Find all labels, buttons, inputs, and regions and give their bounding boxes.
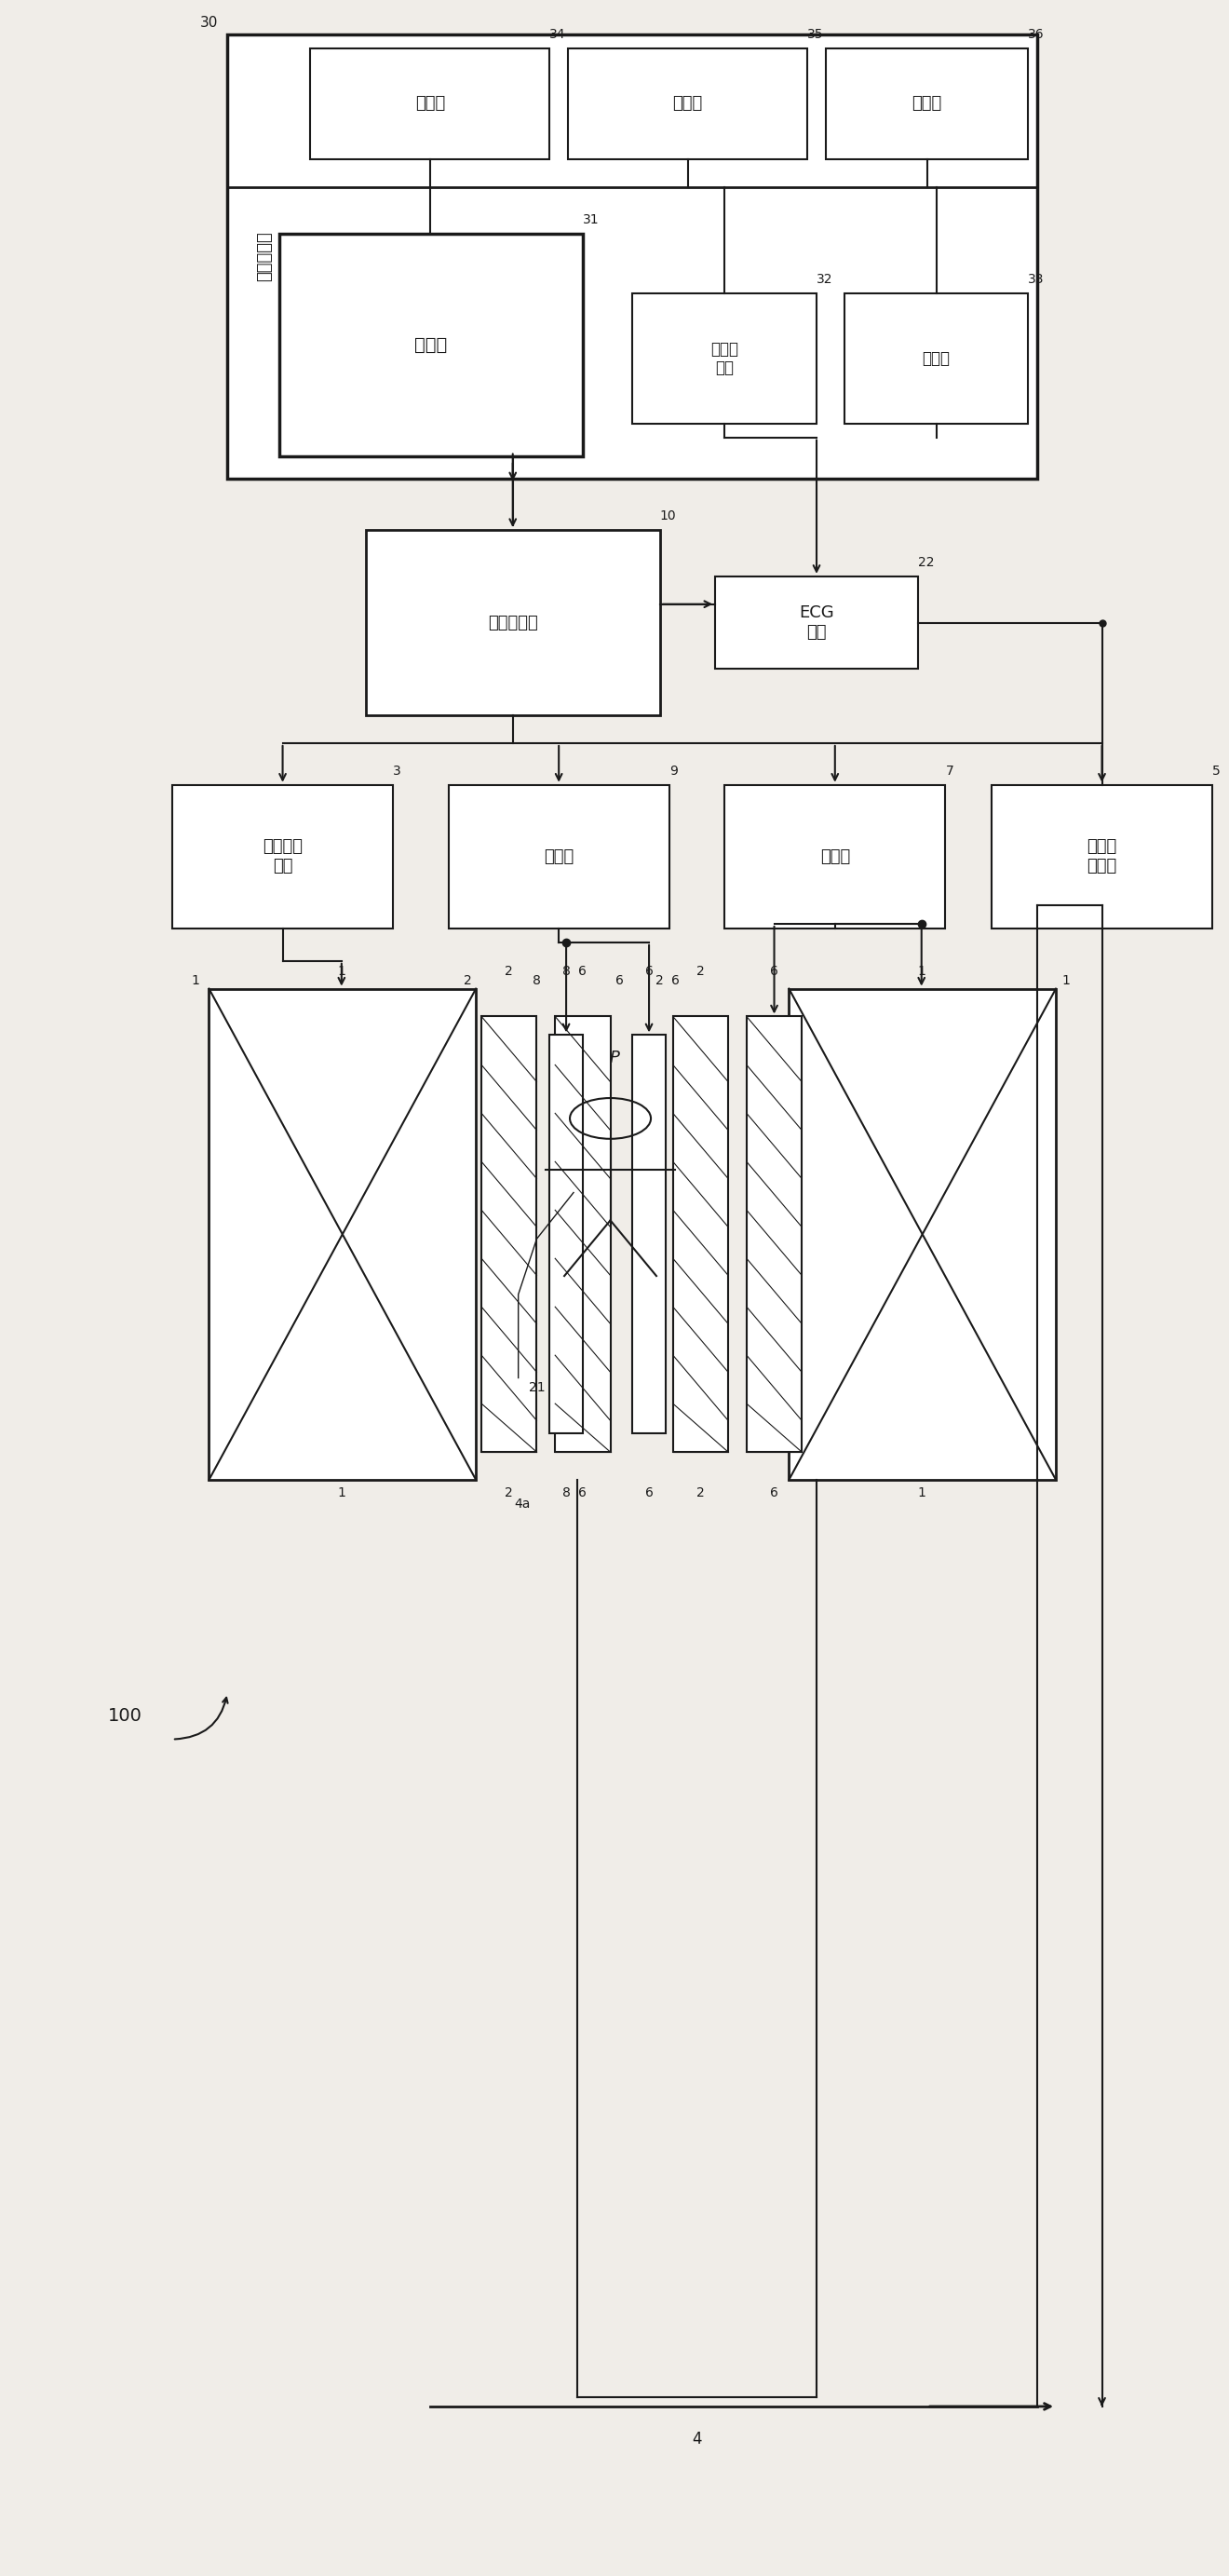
Text: 4: 4: [692, 2432, 702, 2447]
Text: 22: 22: [918, 556, 934, 569]
Text: 输入部: 输入部: [415, 95, 445, 113]
Text: 顺序控制器: 顺序控制器: [488, 613, 538, 631]
Bar: [549, 1036, 583, 1432]
Text: 6: 6: [645, 1486, 653, 1499]
Bar: [633, 294, 816, 422]
Text: 1: 1: [338, 963, 345, 979]
Text: 发送部: 发送部: [820, 848, 850, 866]
Text: 33: 33: [1029, 273, 1045, 286]
Bar: [365, 531, 660, 716]
Text: P: P: [610, 1051, 619, 1066]
Bar: [992, 786, 1212, 927]
Bar: [482, 1018, 537, 1453]
Text: 8: 8: [562, 1486, 570, 1499]
Text: 31: 31: [583, 214, 600, 227]
Text: 100: 100: [108, 1708, 143, 1723]
Text: 1: 1: [338, 1486, 345, 1499]
Bar: [826, 49, 1029, 160]
Text: 2: 2: [465, 974, 472, 987]
Text: 接收部: 接收部: [543, 848, 574, 866]
Bar: [746, 1018, 801, 1453]
Bar: [715, 577, 918, 670]
Text: 6: 6: [771, 963, 778, 979]
Text: 6: 6: [771, 1486, 778, 1499]
Text: 9: 9: [670, 765, 677, 778]
Text: 3: 3: [393, 765, 401, 778]
Text: 控制部: 控制部: [912, 95, 943, 113]
Text: 32: 32: [816, 273, 833, 286]
Bar: [789, 989, 1056, 1479]
Bar: [633, 1036, 666, 1432]
Text: 6: 6: [645, 963, 653, 979]
Text: 5: 5: [1212, 765, 1220, 778]
Text: 计算机系统: 计算机系统: [256, 232, 273, 281]
Text: 4a: 4a: [514, 1497, 530, 1510]
Text: 1: 1: [1062, 974, 1069, 987]
Bar: [556, 1018, 611, 1453]
Text: 2: 2: [697, 1486, 704, 1499]
Text: 2: 2: [505, 963, 514, 979]
Text: 6: 6: [579, 963, 587, 979]
Text: 倒斜磁场
电源: 倒斜磁场 电源: [263, 840, 302, 876]
Bar: [172, 786, 393, 927]
Bar: [449, 786, 670, 927]
Text: 2: 2: [697, 963, 704, 979]
Text: 图像重
构部: 图像重 构部: [710, 340, 739, 376]
Text: 34: 34: [549, 28, 565, 41]
Text: 1: 1: [917, 963, 925, 979]
Text: 8: 8: [532, 974, 541, 987]
Text: 2: 2: [505, 1486, 514, 1499]
Text: 6: 6: [579, 1486, 587, 1499]
Text: 2: 2: [655, 974, 664, 987]
Text: 显示部: 显示部: [672, 95, 703, 113]
Text: 接口部: 接口部: [414, 335, 447, 353]
Bar: [227, 33, 1037, 479]
Text: 35: 35: [807, 28, 823, 41]
Text: 诊视床
控制部: 诊视床 控制部: [1086, 840, 1117, 876]
Text: 10: 10: [660, 510, 676, 523]
Bar: [673, 1018, 729, 1453]
Text: 7: 7: [945, 765, 954, 778]
Text: 1: 1: [917, 1486, 925, 1499]
Text: 21: 21: [528, 1381, 544, 1394]
Text: 6: 6: [616, 974, 624, 987]
Bar: [568, 49, 807, 160]
Text: 1: 1: [192, 974, 200, 987]
Bar: [279, 234, 583, 456]
Text: 8: 8: [562, 963, 570, 979]
Bar: [310, 49, 549, 160]
Text: 30: 30: [200, 15, 219, 31]
Bar: [844, 294, 1029, 422]
Text: 存储部: 存储部: [922, 350, 950, 366]
Text: 36: 36: [1029, 28, 1045, 41]
Bar: [725, 786, 945, 927]
Text: ECG
单元: ECG 单元: [799, 605, 834, 641]
Bar: [209, 989, 476, 1479]
Text: 6: 6: [671, 974, 680, 987]
